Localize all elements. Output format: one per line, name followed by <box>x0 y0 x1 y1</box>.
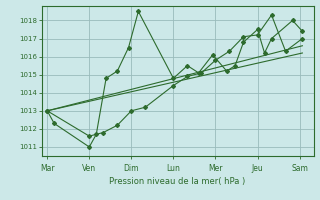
X-axis label: Pression niveau de la mer( hPa ): Pression niveau de la mer( hPa ) <box>109 177 246 186</box>
